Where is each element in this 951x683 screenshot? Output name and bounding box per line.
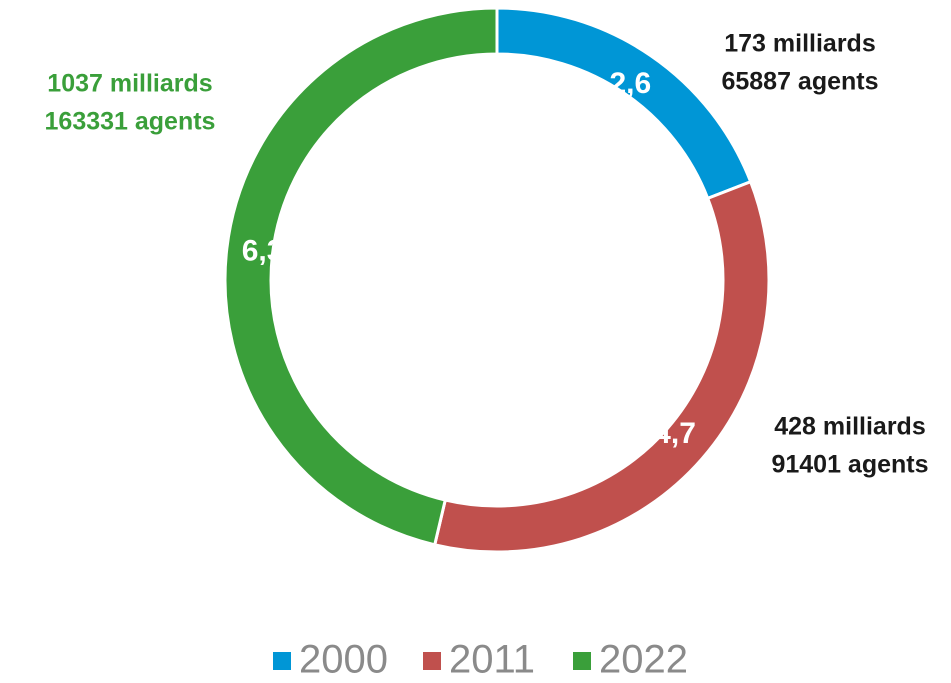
annotation: 91401 agents xyxy=(771,451,928,479)
legend-label: 2011 xyxy=(449,638,535,682)
data-label: 4,7 xyxy=(654,417,696,450)
annotation: 173 milliards xyxy=(724,30,875,58)
legend-label: 2022 xyxy=(599,638,688,682)
donut-slice xyxy=(495,6,753,201)
data-label: 2,6 xyxy=(610,67,652,100)
data-label: 6,3 xyxy=(242,235,284,268)
legend-swatch xyxy=(573,652,591,670)
annotation: 1037 milliards xyxy=(47,70,212,98)
annotation: 163331 agents xyxy=(45,108,216,136)
donut-slice xyxy=(223,6,499,547)
donut-slice xyxy=(432,179,771,554)
legend-swatch xyxy=(273,652,291,670)
legend-label: 2000 xyxy=(299,638,388,682)
annotation: 428 milliards xyxy=(774,413,925,441)
annotation: 65887 agents xyxy=(721,68,878,96)
legend-swatch xyxy=(423,652,441,670)
